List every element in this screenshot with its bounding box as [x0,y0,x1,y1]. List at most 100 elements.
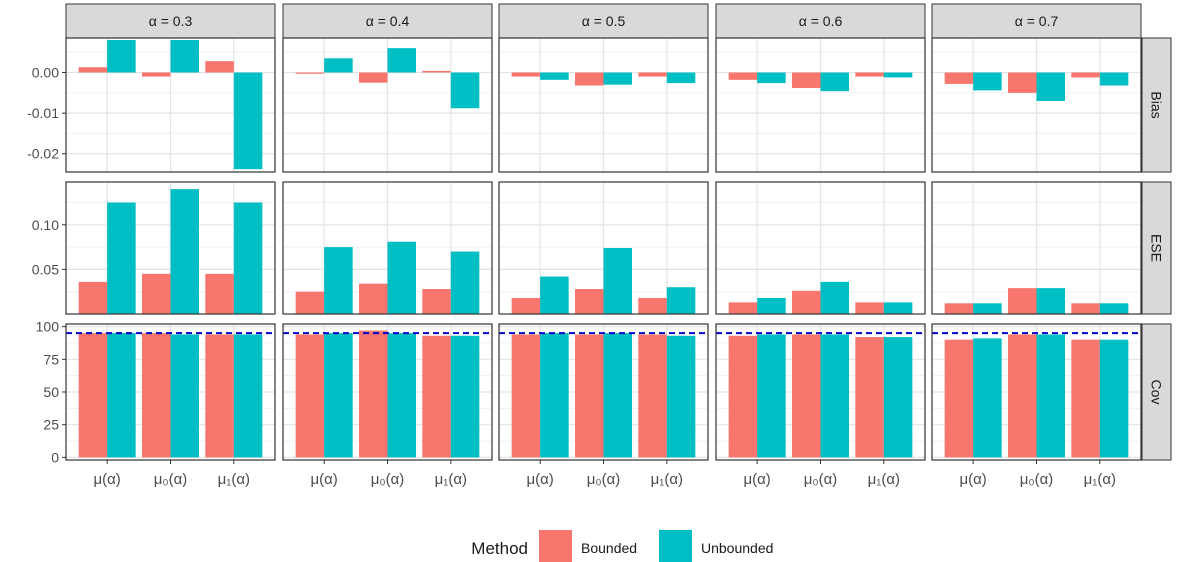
bar-unbounded [107,333,136,458]
bar-bounded [728,335,758,458]
bar-unbounded [973,72,1002,91]
bar-unbounded [820,281,849,314]
x-tick-label: μ₁(α) [435,471,467,488]
facet-strip-col-label: α = 0.3 [149,13,193,29]
x-tick-label: μ₁(α) [1084,471,1116,488]
bar-unbounded [324,58,353,73]
bar-unbounded [883,302,913,314]
facet-strip-row [1141,323,1172,461]
x-tick-label: μ₁(α) [868,471,900,488]
bar-unbounded [324,247,353,314]
facet-strip-col-label: α = 0.7 [1015,13,1059,29]
bar-unbounded [324,333,353,458]
bar-bounded [511,72,541,77]
bar-bounded [1071,72,1100,78]
bar-bounded [944,72,974,84]
bar-unbounded [450,335,480,458]
bar-unbounded [1099,303,1129,314]
bar-bounded [422,289,451,314]
bar-unbounded [233,72,263,170]
y-tick-label: 50 [43,384,59,400]
bar-bounded [638,297,667,314]
facet-strip-col [498,3,709,39]
bar-bounded [1008,334,1037,458]
bar-unbounded [170,40,199,73]
facet-strip-row [1141,181,1172,315]
bar-unbounded [540,72,569,80]
bar-unbounded [1036,288,1065,314]
bar-bounded [855,302,884,314]
bar-unbounded [757,72,786,84]
facet-strip-col-label: α = 0.4 [366,13,410,29]
bar-unbounded [1099,339,1129,458]
y-tick-label: 25 [43,417,59,433]
y-tick-label: -0.01 [27,105,59,121]
y-tick-label: 0.00 [32,65,59,81]
panel-border [498,181,709,315]
bar-bounded [78,333,108,458]
panel-border [931,37,1142,173]
y-tick-label: -0.02 [27,146,59,162]
panel-border [715,181,926,315]
bar-unbounded [666,72,696,84]
bar-unbounded [233,334,263,458]
bar-unbounded [883,337,913,458]
bar-bounded [422,70,451,73]
panel-border [931,181,1142,315]
bar-unbounded [603,72,632,85]
bar-unbounded [883,72,913,78]
bar-bounded [511,297,541,314]
bar-unbounded [540,276,569,314]
bar-bounded [359,72,388,83]
panel-border [282,37,493,173]
bar-bounded [511,334,541,458]
x-tick-label: μ₁(α) [651,471,683,488]
bar-bounded [78,67,108,73]
bar-bounded [142,273,171,314]
bar-unbounded [1036,334,1065,458]
bar-bounded [359,330,388,458]
bar-bounded [295,291,325,314]
bar-bounded [855,72,884,77]
bar-bounded [1008,72,1037,93]
y-tick-label: 0 [51,449,59,465]
facet-strip-col-label: α = 0.6 [799,13,843,29]
bar-unbounded [1099,72,1129,86]
panel-border [65,181,276,315]
bar-bounded [728,72,758,80]
bar-bounded [1071,339,1100,458]
bar-bounded [422,335,451,458]
bar-unbounded [757,297,786,314]
x-tick-label: μ₀(α) [371,471,405,488]
facet-strip-row-label: Bias [1149,91,1165,118]
facet-strip-col [715,3,926,39]
bar-bounded [78,281,108,314]
facet-strip-row [1141,37,1172,173]
legend-key-bounded [539,530,572,562]
bar-bounded [295,334,325,458]
bar-unbounded [540,333,569,458]
bar-unbounded [107,202,136,314]
bar-unbounded [170,189,199,314]
x-tick-label: μ₁(α) [218,471,250,488]
bar-unbounded [387,333,416,458]
x-tick-label: μ(α) [311,471,338,488]
x-tick-label: μ₀(α) [587,471,621,488]
bar-bounded [792,72,821,88]
bar-bounded [359,283,388,314]
panel-border [65,37,276,173]
y-tick-label: 100 [36,319,60,335]
bar-bounded [944,303,974,314]
facet-strip-row-label: Cov [1149,380,1165,405]
x-tick-label: μ₀(α) [804,471,838,488]
bar-bounded [575,72,604,86]
bar-bounded [205,61,234,73]
legend-key-unbounded [659,530,692,562]
bar-unbounded [757,334,786,458]
panel-border [282,181,493,315]
panel-border [715,37,926,173]
bar-unbounded [603,248,632,314]
x-tick-label: μ₀(α) [1020,471,1054,488]
